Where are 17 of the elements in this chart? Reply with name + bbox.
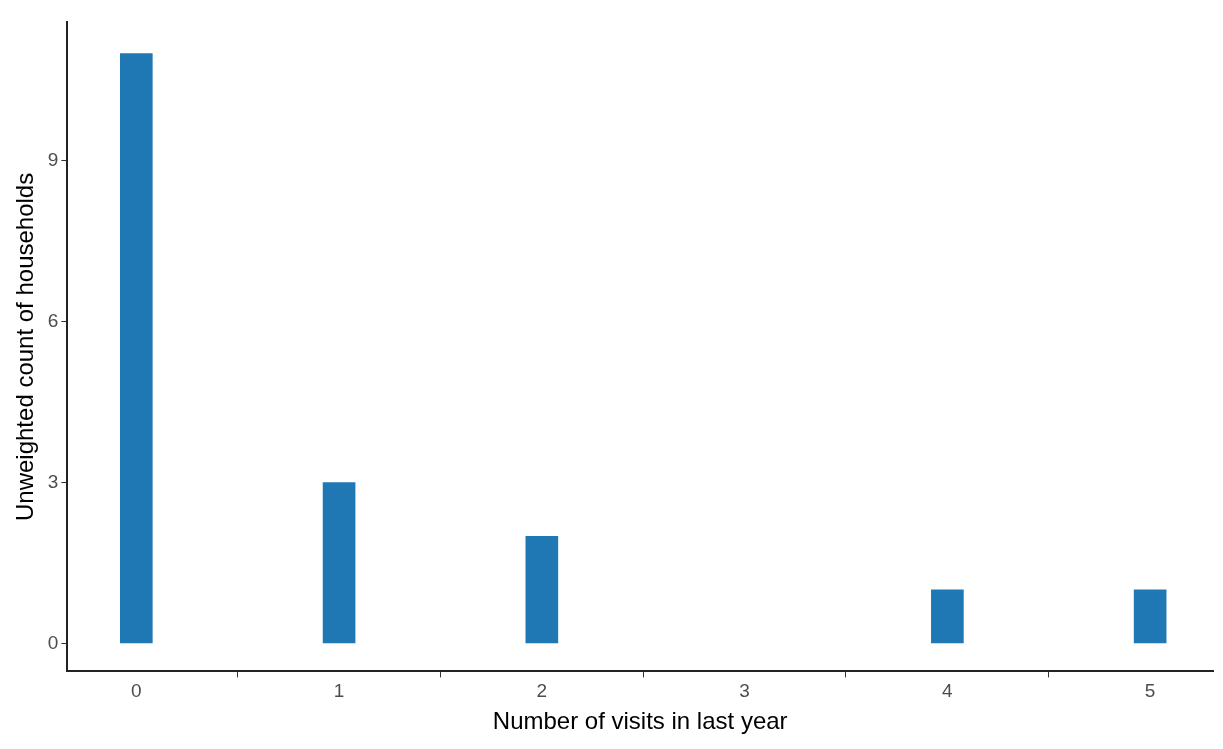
x-tick-label: 0 [131, 680, 142, 702]
bar [119, 53, 153, 644]
y-tick-label: 0 [47, 631, 59, 653]
x-tick-label: 1 [333, 680, 345, 702]
bar [525, 535, 559, 644]
bar [1133, 589, 1167, 644]
y-tick-label: 6 [47, 309, 59, 331]
x-tick-label: 2 [536, 680, 548, 702]
y-tick-label: 9 [47, 149, 59, 171]
bar [931, 589, 964, 644]
x-tick-label: 3 [739, 680, 750, 702]
y-tick-label: 3 [47, 470, 59, 492]
y-axis-title: Unweighted count of households [11, 172, 39, 522]
bar [322, 482, 356, 644]
x-axis-title: Number of visits in last year [492, 707, 788, 735]
x-tick-label: 4 [942, 680, 954, 702]
x-tick-label: 5 [1144, 680, 1156, 702]
